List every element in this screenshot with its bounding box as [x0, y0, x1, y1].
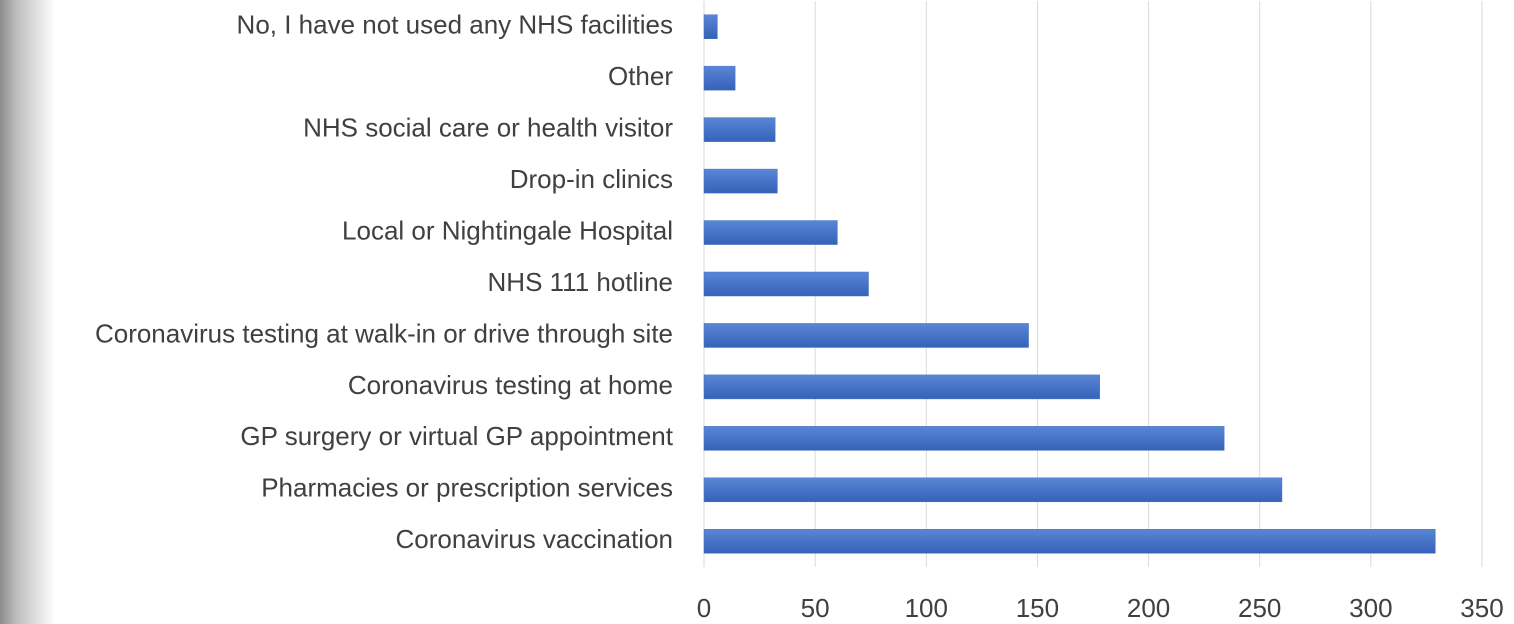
category-label: Other [608, 61, 673, 91]
x-tick-label: 200 [1127, 593, 1170, 623]
x-tick-label: 300 [1349, 593, 1392, 623]
bar [703, 374, 1100, 400]
x-tick-label: 150 [1016, 593, 1059, 623]
category-label: No, I have not used any NHS facilities [237, 10, 673, 40]
x-tick-label: 250 [1238, 593, 1281, 623]
side-edge [0, 0, 55, 624]
bar [703, 271, 869, 297]
category-label: Pharmacies or prescription services [261, 473, 673, 503]
category-label: Coronavirus vaccination [396, 524, 673, 554]
x-tick-label: 100 [905, 593, 948, 623]
category-label: Coronavirus testing at home [348, 370, 673, 400]
bar [703, 529, 1436, 554]
x-tick-label: 50 [801, 593, 830, 623]
bar [703, 117, 776, 142]
category-label: Coronavirus testing at walk-in or drive … [95, 318, 673, 348]
category-label: NHS 111 hotline [488, 267, 673, 297]
bar [703, 426, 1225, 451]
category-label: GP surgery or virtual GP appointment [240, 421, 673, 451]
x-tick-label: 0 [697, 593, 711, 623]
category-label: Local or Nightingale Hospital [342, 215, 673, 245]
bar [703, 477, 1283, 503]
bar [703, 14, 718, 39]
bar [703, 220, 838, 245]
x-tick-label: 350 [1460, 593, 1503, 623]
bar [703, 168, 778, 194]
category-label: Drop-in clinics [510, 164, 673, 194]
bar [703, 65, 736, 91]
category-label: NHS social care or health visitor [303, 113, 673, 143]
bar [703, 323, 1029, 348]
